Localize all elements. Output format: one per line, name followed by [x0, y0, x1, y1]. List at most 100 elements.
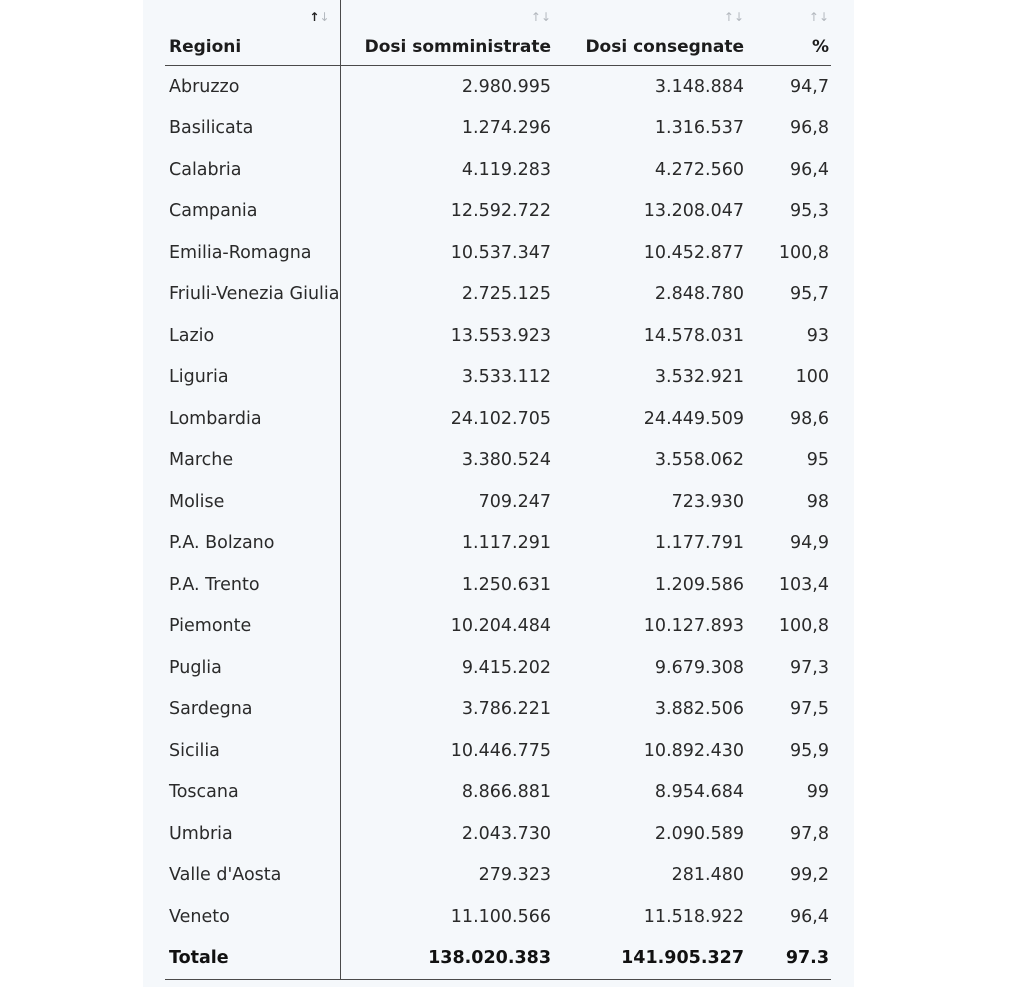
cell-dosi-somministrate: 138.020.383 — [340, 937, 553, 980]
cell-percent: 95,9 — [790, 740, 829, 761]
cell-regione: Totale — [165, 937, 341, 980]
cell-percent: 95 — [806, 450, 829, 471]
cell-percent: 98 — [806, 491, 829, 512]
cell-percent: 96,8 — [790, 118, 829, 139]
cell-dosi-consegnate: 141.905.327 — [553, 937, 746, 980]
cell-dosi-somministrate: 2.725.125 — [461, 284, 551, 305]
cell-dosi-consegnate: 3.558.062 — [654, 450, 744, 471]
cell-percent: 93 — [806, 325, 829, 346]
cell-percent: 95,3 — [790, 201, 829, 222]
cell-dosi-somministrate: 279.323 — [478, 865, 551, 886]
cell-dosi-somministrate: 1.117.291 — [461, 533, 551, 554]
cell-dosi-somministrate: 3.533.112 — [461, 367, 551, 388]
cell-dosi-consegnate: 10.452.877 — [643, 242, 744, 263]
cell-dosi-somministrate: 1.250.631 — [461, 574, 551, 595]
cell-dosi-somministrate: 3.786.221 — [461, 699, 551, 720]
cell-regione: Friuli-Venezia Giulia — [165, 273, 341, 315]
cell-dosi-consegnate: 1.209.586 — [654, 574, 744, 595]
cell-dosi-consegnate: 13.208.047 — [643, 201, 744, 222]
cell-dosi-somministrate: 13.553.923 — [450, 325, 551, 346]
cell-dosi-consegnate: 10.127.893 — [643, 616, 744, 637]
cell-percent: 96,4 — [790, 159, 829, 180]
cell-dosi-consegnate: 3.882.506 — [654, 699, 744, 720]
cell-regione: Lazio — [165, 315, 341, 357]
sort-down-icon: ↓ — [319, 10, 330, 24]
sort-down-icon: ↓ — [818, 10, 829, 24]
table-row: Campania 12.592.722 13.208.047 95,3 — [165, 190, 831, 232]
cell-regione: Sardegna — [165, 688, 341, 730]
cell-dosi-somministrate: 1.274.296 — [461, 118, 551, 139]
column-header-percent[interactable]: ↑↓ % — [746, 0, 831, 66]
cell-dosi-consegnate: 4.272.560 — [654, 159, 744, 180]
table-row: Sicilia 10.446.775 10.892.430 95,9 — [165, 730, 831, 772]
table-row: Valle d'Aosta 279.323 281.480 99,2 — [165, 854, 831, 896]
cell-regione: Campania — [165, 190, 341, 232]
column-header-somministrate[interactable]: ↑↓ Dosi somministrate — [340, 0, 553, 66]
cell-percent: 94,7 — [790, 76, 829, 97]
vaccine-doses-table: ↑↓ Regioni ↑↓ Dosi somministrate ↑↓ Dosi… — [165, 0, 831, 980]
cell-regione: Basilicata — [165, 107, 341, 149]
cell-dosi-somministrate: 24.102.705 — [450, 408, 551, 429]
cell-dosi-somministrate: 2.043.730 — [461, 823, 551, 844]
cell-dosi-somministrate: 9.415.202 — [461, 657, 551, 678]
cell-percent: 103,4 — [778, 574, 829, 595]
column-header-consegnate[interactable]: ↑↓ Dosi consegnate — [553, 0, 746, 66]
table-row: Lazio 13.553.923 14.578.031 93 — [165, 315, 831, 357]
table-row: Molise 709.247 723.930 98 — [165, 481, 831, 523]
sort-icon[interactable]: ↑↓ — [809, 10, 829, 24]
cell-percent: 97.3 — [746, 937, 831, 980]
cell-regione: Marche — [165, 439, 341, 481]
column-header-label: Dosi somministrate — [364, 37, 551, 57]
cell-percent: 97,5 — [790, 699, 829, 720]
cell-dosi-consegnate: 9.679.308 — [654, 657, 744, 678]
sort-up-icon: ↑ — [808, 10, 819, 24]
cell-dosi-consegnate: 8.954.684 — [654, 782, 744, 803]
cell-dosi-consegnate: 281.480 — [671, 865, 744, 886]
table-row: Lombardia 24.102.705 24.449.509 98,6 — [165, 398, 831, 440]
cell-dosi-consegnate: 2.090.589 — [654, 823, 744, 844]
cell-dosi-somministrate: 2.980.995 — [461, 76, 551, 97]
cell-regione: Lombardia — [165, 398, 341, 440]
cell-dosi-somministrate: 11.100.566 — [450, 906, 551, 927]
cell-dosi-somministrate: 3.380.524 — [461, 450, 551, 471]
cell-percent: 98,6 — [790, 408, 829, 429]
table-row: P.A. Bolzano 1.117.291 1.177.791 94,9 — [165, 522, 831, 564]
table-row: P.A. Trento 1.250.631 1.209.586 103,4 — [165, 564, 831, 606]
cell-dosi-consegnate: 10.892.430 — [643, 740, 744, 761]
sort-down-icon: ↓ — [540, 10, 551, 24]
cell-dosi-somministrate: 4.119.283 — [461, 159, 551, 180]
table-row: Toscana 8.866.881 8.954.684 99 — [165, 771, 831, 813]
cell-dosi-somministrate: 709.247 — [478, 491, 551, 512]
cell-regione: Sicilia — [165, 730, 341, 772]
cell-percent: 100 — [795, 367, 829, 388]
column-header-label: Dosi consegnate — [585, 37, 744, 57]
cell-dosi-consegnate: 2.848.780 — [654, 284, 744, 305]
cell-dosi-consegnate: 1.177.791 — [654, 533, 744, 554]
cell-dosi-consegnate: 24.449.509 — [643, 408, 744, 429]
sort-icon[interactable]: ↑↓ — [531, 10, 551, 24]
total-row: Totale 138.020.383 141.905.327 97.3 — [165, 937, 831, 980]
cell-dosi-consegnate: 11.518.922 — [643, 906, 744, 927]
cell-regione: Abruzzo — [165, 65, 341, 108]
cell-regione: Valle d'Aosta — [165, 854, 341, 896]
table-row: Umbria 2.043.730 2.090.589 97,8 — [165, 813, 831, 855]
cell-regione: Calabria — [165, 149, 341, 191]
sort-icon[interactable]: ↑↓ — [724, 10, 744, 24]
table-row: Piemonte 10.204.484 10.127.893 100,8 — [165, 605, 831, 647]
cell-regione: Veneto — [165, 896, 341, 938]
table-row: Emilia-Romagna 10.537.347 10.452.877 100,8 — [165, 232, 831, 274]
cell-regione: Emilia-Romagna — [165, 232, 341, 274]
cell-percent: 94,9 — [790, 533, 829, 554]
table-row: Calabria 4.119.283 4.272.560 96,4 — [165, 149, 831, 191]
cell-dosi-consegnate: 14.578.031 — [643, 325, 744, 346]
sort-icon[interactable]: ↑↓ — [309, 10, 329, 24]
cell-percent: 97,8 — [790, 823, 829, 844]
header-row: ↑↓ Regioni ↑↓ Dosi somministrate ↑↓ Dosi… — [165, 0, 831, 66]
table-panel: ↑↓ Regioni ↑↓ Dosi somministrate ↑↓ Dosi… — [143, 0, 854, 987]
cell-regione: Umbria — [165, 813, 341, 855]
column-header-label: % — [811, 37, 829, 57]
table-body: Abruzzo 2.980.995 3.148.884 94,7 Basilicata 1… — [165, 65, 831, 980]
cell-percent: 100,8 — [778, 616, 829, 637]
table-header: ↑↓ Regioni ↑↓ Dosi somministrate ↑↓ Dosi… — [165, 0, 831, 66]
column-header-regioni[interactable]: ↑↓ Regioni — [165, 0, 341, 66]
